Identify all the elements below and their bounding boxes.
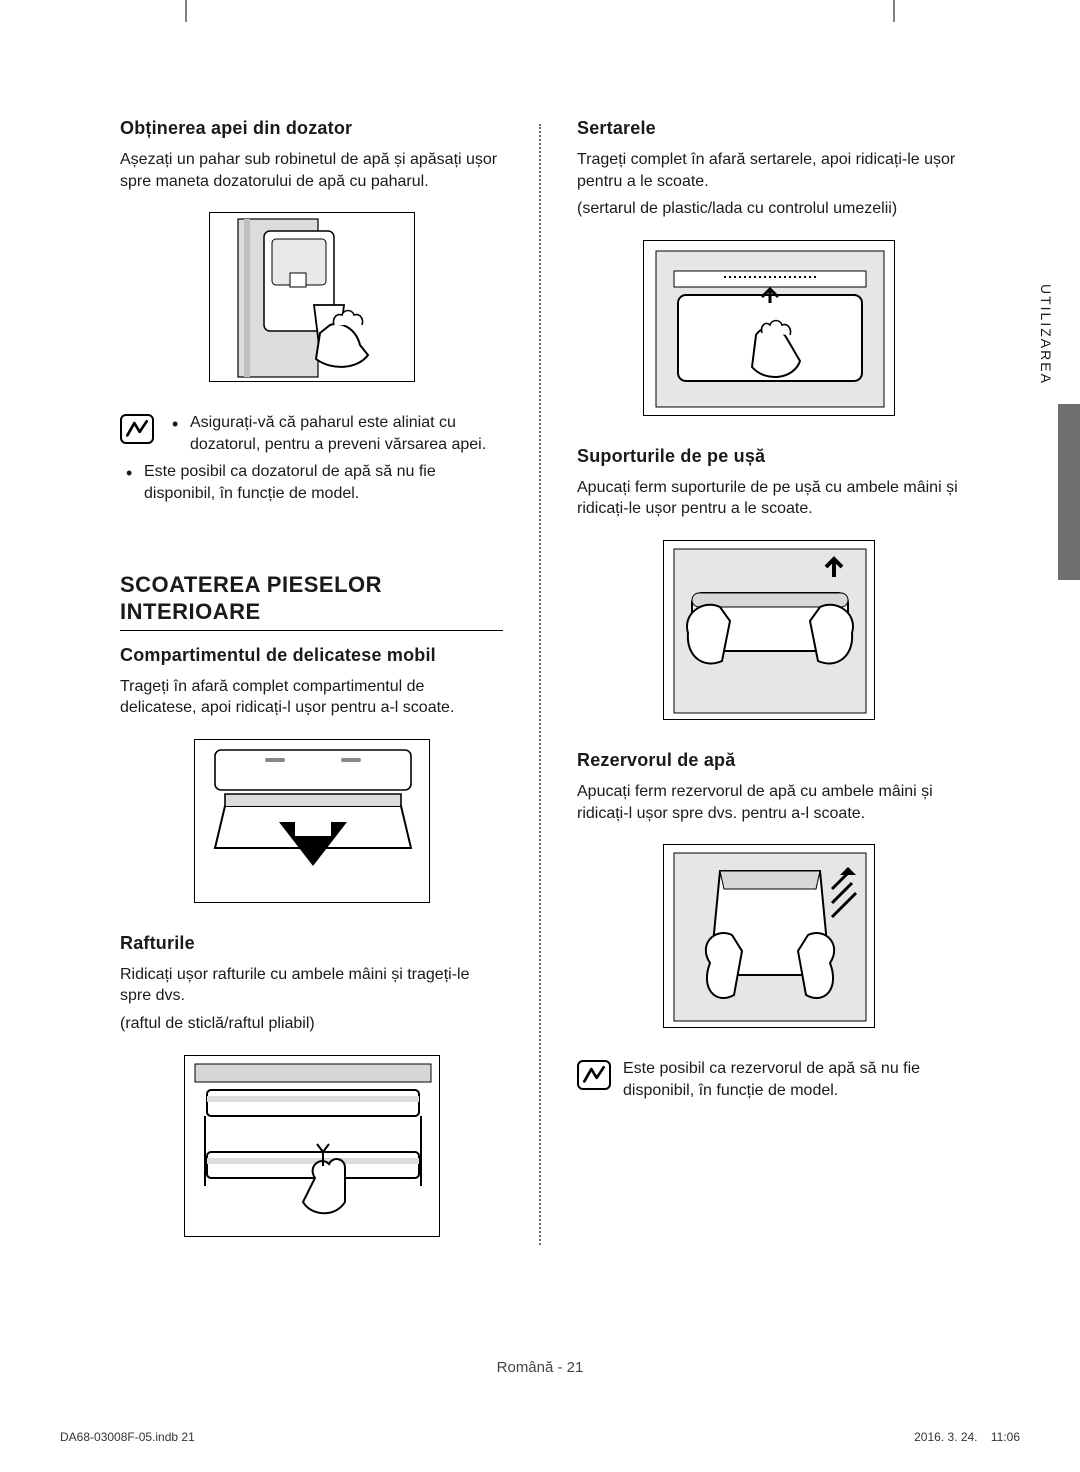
note-icon [577,1060,611,1090]
column-divider [539,124,541,1245]
right-column: Sertarele Trageți complet în afară serta… [577,118,960,1245]
door-bins-text: Apucați ferm suporturile de pe ușă cu am… [577,477,960,520]
water-tank-note: Este posibil ca rezervorul de apă să nu … [577,1058,960,1107]
dispenser-note-list: Asigurați-vă că paharul este aliniat cu … [166,412,503,461]
shelves-illustration-wrap [120,1055,503,1237]
deli-section: Compartimentul de delicatese mobil Trage… [120,645,503,903]
print-datetime: 2016. 3. 24. 11:06 [914,1430,1020,1444]
water-tank-section: Rezervorul de apă Apucați ferm rezervoru… [577,750,960,1107]
dispenser-text: Așezați un pahar sub robinetul de apă și… [120,149,503,192]
deli-heading: Compartimentul de delicatese mobil [120,645,503,666]
deli-illustration [194,739,430,903]
water-tank-heading: Rezervorul de apă [577,750,960,771]
note-bullet: Este posibil ca dozatorul de apă să nu f… [120,461,503,504]
water-tank-note-text: Este posibil ca rezervorul de apă să nu … [623,1058,960,1101]
two-column-layout: Obținerea apei din dozator Așezați un pa… [120,118,960,1245]
shelves-text-1: Ridicați ușor rafturile cu ambele mâini … [120,964,503,1007]
note-icon [120,414,154,444]
drawers-text-2: (sertarul de plastic/lada cu controlul u… [577,198,960,220]
manual-page: Obținerea apei din dozator Așezați un pa… [0,0,1080,1472]
dispenser-heading: Obținerea apei din dozator [120,118,503,139]
door-bins-section: Suporturile de pe ușă Apucați ferm supor… [577,446,960,720]
section-side-tab: UTILIZAREA [1032,284,1080,580]
shelves-text-2: (raftul de sticlă/raftul pliabil) [120,1013,503,1035]
water-tank-illustration [663,844,875,1028]
dispenser-note-list-2: Este posibil ca dozatorul de apă să nu f… [120,461,503,504]
drawers-text-1: Trageți complet în afară sertarele, apoi… [577,149,960,192]
deli-illustration-wrap [120,739,503,903]
side-tab-label: UTILIZAREA [1038,284,1054,385]
shelves-illustration [184,1055,440,1237]
side-tab-bar [1058,404,1080,580]
door-bins-illustration-wrap [577,540,960,720]
shelves-heading: Rafturile [120,933,503,954]
crop-marks [0,0,1080,30]
shelves-section: Rafturile Ridicați ușor rafturile cu amb… [120,933,503,1237]
print-footer: DA68-03008F-05.indb 21 2016. 3. 24. 11:0… [60,1430,1020,1444]
dispenser-illustration [209,212,415,382]
note-bullet: Asigurați-vă că paharul este aliniat cu … [166,412,503,455]
drawers-heading: Sertarele [577,118,960,139]
removing-parts-heading: SCOATEREA PIESELOR INTERIOARE [120,571,503,631]
water-tank-illustration-wrap [577,844,960,1028]
left-column: Obținerea apei din dozator Așezați un pa… [120,118,503,1245]
door-bins-illustration [663,540,875,720]
dispenser-illustration-wrap [120,212,503,382]
print-file: DA68-03008F-05.indb 21 [60,1430,195,1444]
water-tank-text: Apucați ferm rezervorul de apă cu ambele… [577,781,960,824]
drawers-illustration [643,240,895,416]
drawers-illustration-wrap [577,240,960,416]
dispenser-section: Obținerea apei din dozator Așezați un pa… [120,118,503,505]
door-bins-heading: Suporturile de pe ușă [577,446,960,467]
drawers-section: Sertarele Trageți complet în afară serta… [577,118,960,416]
page-number: Română - 21 [0,1359,1080,1376]
deli-text: Trageți în afară complet compartimentul … [120,676,503,719]
dispenser-note: Asigurați-vă că paharul este aliniat cu … [120,412,503,461]
